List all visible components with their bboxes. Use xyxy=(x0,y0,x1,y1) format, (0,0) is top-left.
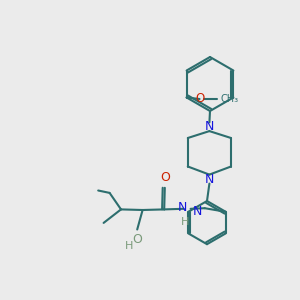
Text: N: N xyxy=(205,172,214,186)
Text: O: O xyxy=(160,171,170,184)
Text: H: H xyxy=(181,217,190,227)
Text: CH₃: CH₃ xyxy=(220,94,238,104)
Text: N: N xyxy=(205,120,214,133)
Text: O: O xyxy=(196,92,205,106)
Text: N: N xyxy=(193,205,202,218)
Text: N: N xyxy=(177,201,187,214)
Text: H: H xyxy=(124,241,133,251)
Text: O: O xyxy=(132,232,142,245)
